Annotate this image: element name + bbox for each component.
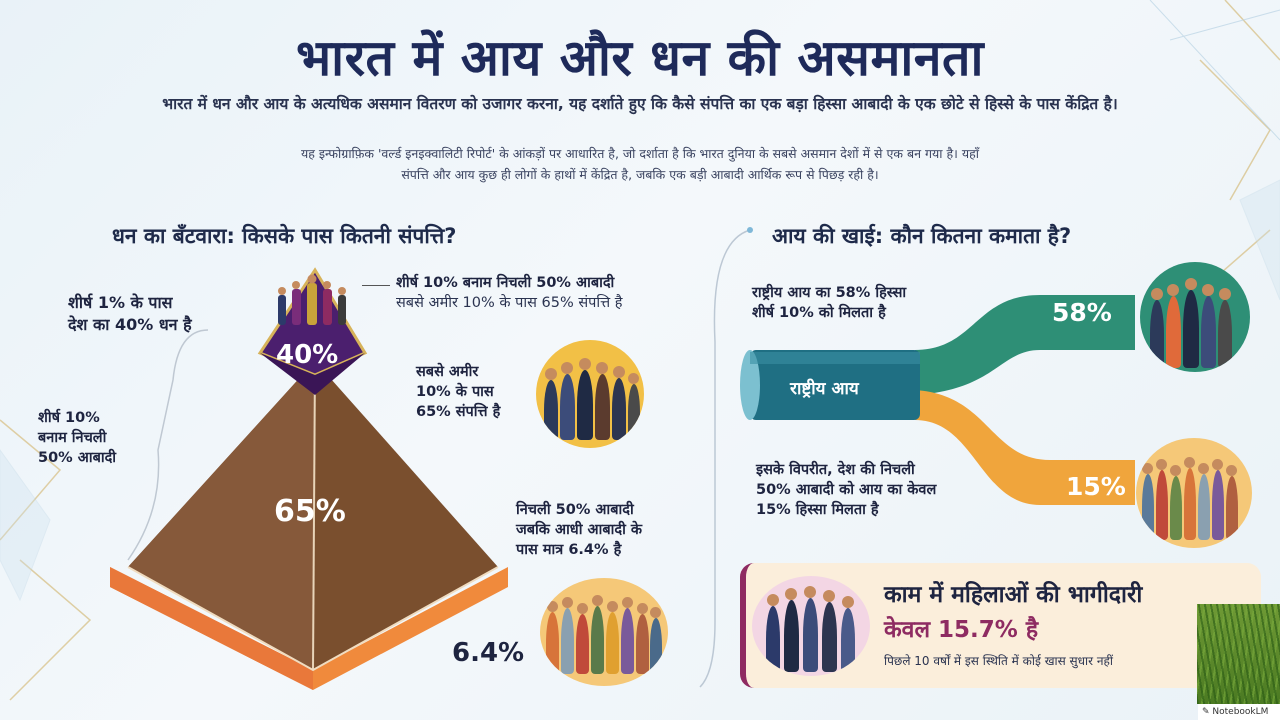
income-flow-diagram [740,295,1135,505]
top1-label-line-1: शीर्ष 1% के पास [68,293,173,312]
intro-line-2: संपत्ति और आय कुछ ही लोगों के हाथों में … [401,167,879,182]
page-title: भारत में आय और धन की असमानता [296,29,984,87]
pct-top-40: 40% [276,340,339,370]
top10-side-line-3: 50% आबादी [38,450,117,466]
left-bracket [127,329,209,561]
callout-top-line-2: सबसे अमीर 10% के पास 65% संपत्ति है [396,295,623,311]
callout-bottom-line-3: पास मात्र 6.4% है [516,542,622,558]
rich-group-illustration [536,340,644,448]
callout-bottom-line-1: निचली 50% आबादी [516,502,634,518]
income-bottom-line-3: 15% हिस्सा मिलता है [756,502,879,518]
callout-mid: सबसे अमीर 10% के पास 65% संपत्ति है [416,362,500,422]
income-bottom-line-2: 50% आबादी को आय का केवल [756,482,937,498]
top-people-illustration [278,274,346,325]
grass-thumbnail [1197,604,1280,704]
pct-income-bottom-15: 15% [1066,472,1126,501]
income-top-line-1: राष्ट्रीय आय का 58% हिस्सा [752,285,907,301]
pipe-label: राष्ट्रीय आय [790,379,859,399]
watermark-icon: ✎ [1202,707,1213,717]
callout-mid-line-3: 65% संपत्ति है [416,404,501,420]
intro-line-1: यह इन्फोग्राफ़िक 'वर्ल्ड इनइक्वालिटी रिप… [301,146,979,161]
top1-label: शीर्ष 1% के पास देश का 40% धन है [68,292,192,336]
income-top-line-2: शीर्ष 10% को मिलता है [752,305,886,321]
top10-side-line-1: शीर्ष 10% [38,410,100,426]
page-subtitle: भारत में धन और आय के अत्यधिक असमान वितरण… [162,95,1118,113]
watermark: ✎ NotebookLM [1198,704,1280,720]
income-bottom-label: इसके विपरीत, देश की निचली 50% आबादी को आ… [756,460,936,520]
flow-top-10 [915,295,1135,395]
crown-connector [362,285,390,286]
women-note: पिछले 10 वर्षों में इस स्थिति में कोई खा… [884,654,1114,668]
pct-bottom-6.4: 6.4% [452,638,525,668]
callout-mid-line-1: सबसे अमीर [416,364,479,380]
top10-side-line-2: बनाम निचली [38,430,107,446]
intro-text: यह इन्फोग्राफ़िक 'वर्ल्ड इनइक्वालिटी रिप… [170,143,1110,185]
income-bottom-line-1: इसके विपरीत, देश की निचली [756,462,915,478]
section-divider [699,227,753,688]
elite-group-illustration [1140,262,1250,372]
pyramid-base-6.4 [110,567,508,690]
wealth-pyramid [110,267,508,690]
callout-bottom: निचली 50% आबादी जबकि आधी आबादी के पास मा… [516,500,642,560]
top10-side-label: शीर्ष 10% बनाम निचली 50% आबादी [38,408,116,468]
income-top-label: राष्ट्रीय आय का 58% हिस्सा शीर्ष 10% को … [752,283,906,323]
women-title-line-2: केवल 15.7% है [884,617,1039,643]
women-illustration [752,576,870,676]
wealth-heading: धन का बँटवारा: किसके पास कितनी संपत्ति? [112,224,457,248]
callout-top: शीर्ष 10% बनाम निचली 50% आबादी सबसे अमीर… [396,273,622,313]
callout-bottom-line-2: जबकि आधी आबादी के [516,522,643,538]
income-heading: आय की खाई: कौन कितना कमाता है? [772,224,1072,248]
callout-top-line-1: शीर्ष 10% बनाम निचली 50% आबादी [396,275,615,291]
masses-group-illustration [1136,438,1252,548]
top1-label-line-2: देश का 40% धन है [68,315,192,334]
national-income-pipe [750,350,920,420]
women-title-line-1: काम में महिलाओं की भागीदारी [884,582,1143,608]
pct-income-top-58: 58% [1052,298,1112,327]
pct-middle-65: 65% [274,494,346,529]
flow-bottom-50 [915,390,1135,505]
crowd-group-illustration [540,578,668,686]
watermark-text: NotebookLM [1212,707,1269,717]
callout-mid-line-2: 10% के पास [416,384,494,400]
